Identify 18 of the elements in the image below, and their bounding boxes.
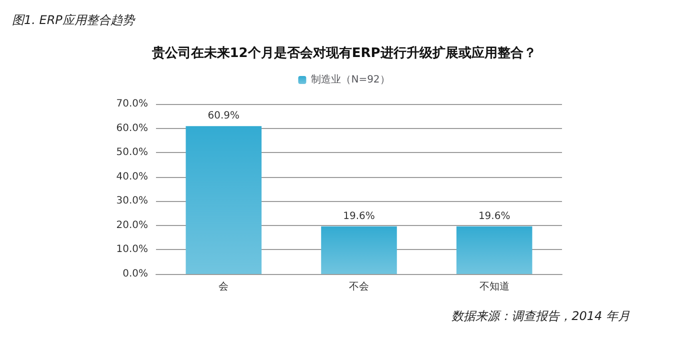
y-tick-label: 30.0%	[116, 196, 148, 207]
y-tick-label: 50.0%	[116, 147, 148, 158]
y-tick-label: 40.0%	[116, 171, 148, 182]
x-tick-label: 会	[218, 280, 229, 292]
y-tick-label: 20.0%	[116, 220, 148, 231]
source-note: 数据来源：调查报告，2014 年月	[452, 309, 630, 323]
y-tick-label: 10.0%	[116, 244, 148, 256]
x-tick-label: 不会	[349, 280, 369, 292]
y-tick-label: 0.0%	[122, 268, 148, 280]
legend-label: 制造业（N=92）	[311, 74, 390, 86]
data-label: 19.6%	[478, 210, 510, 222]
chart-title: 贵公司在未来12个月是否会对现有ERP进行升级扩展或应用整合？	[150, 45, 536, 61]
y-tick-label: 60.0%	[116, 122, 148, 134]
data-label: 19.6%	[343, 210, 375, 222]
caption: 图1. ERP应用整合趋势	[12, 13, 136, 27]
x-tick-label: 不知道	[479, 280, 510, 292]
y-tick-label: 70.0%	[116, 98, 148, 110]
data-label: 60.9%	[208, 110, 240, 122]
